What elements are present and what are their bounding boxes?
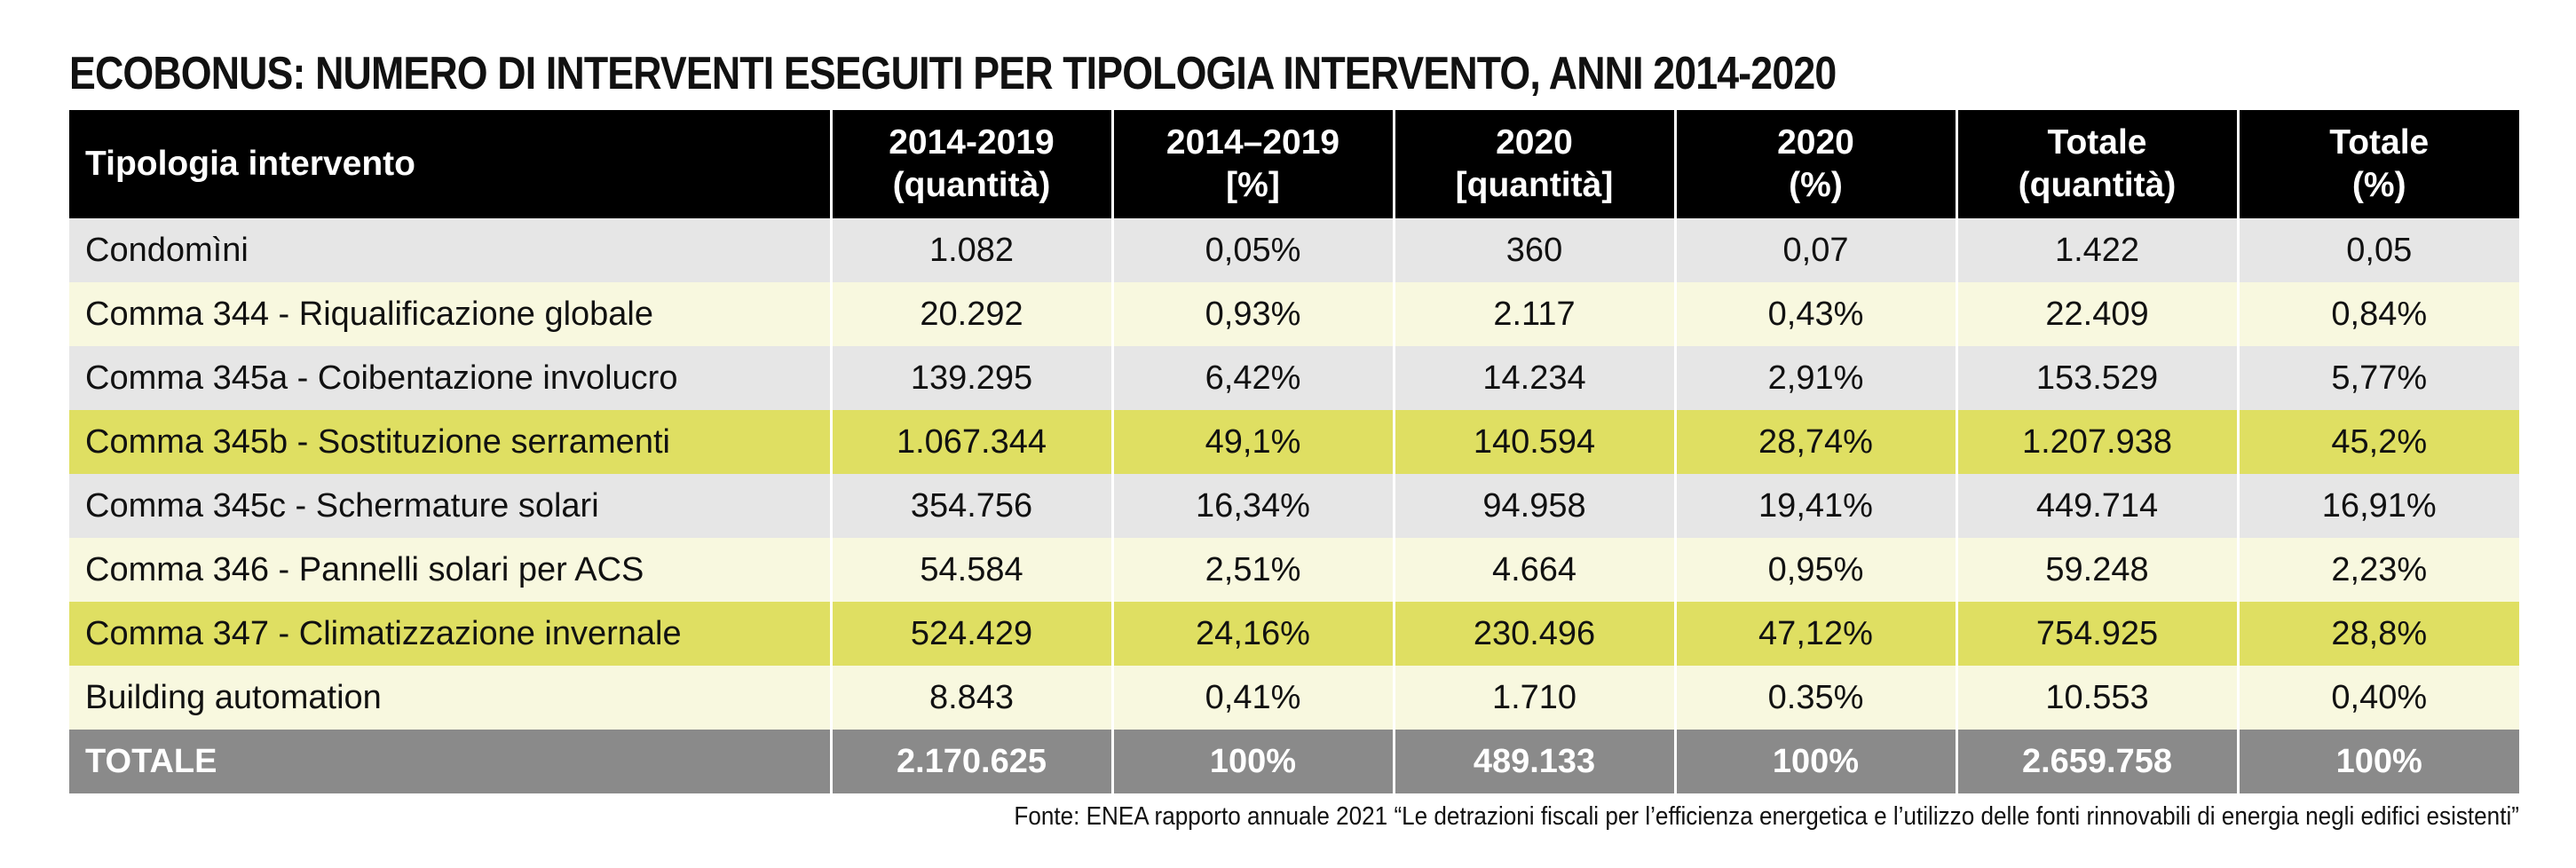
table-cell: 0,40% — [2236, 666, 2519, 730]
table-cell: 1.067.344 — [829, 410, 1114, 474]
table-cell: 0,95% — [1673, 538, 1958, 602]
total-label: TOTALE — [69, 730, 833, 793]
table-cell: 2,23% — [2236, 538, 2519, 602]
total-cell: 100% — [1110, 730, 1395, 793]
column-header-pct-2020: 2020 (%) — [1673, 110, 1958, 218]
table-cell: 0,93% — [1110, 282, 1395, 346]
table-cell: 10.553 — [1955, 666, 2240, 730]
table-cell: 0,43% — [1673, 282, 1958, 346]
column-header-qty-2014-2019: 2014-2019 (quantità) — [829, 110, 1114, 218]
table-cell: 4.664 — [1392, 538, 1677, 602]
table-title: ECOBONUS: NUMERO DI INTERVENTI ESEGUITI … — [69, 48, 1837, 99]
column-header-line: [quantità] — [1455, 166, 1614, 204]
table-cell: 14.234 — [1392, 346, 1677, 410]
table-cell: 8.843 — [829, 666, 1114, 730]
table-row: Condomìni 1.082 0,05% 360 0,07 1.422 0,0… — [69, 218, 2519, 282]
table-cell: 1.082 — [829, 218, 1114, 282]
table-cell: 2,51% — [1110, 538, 1395, 602]
row-label: Condomìni — [69, 218, 833, 282]
row-label: Building automation — [69, 666, 833, 730]
table-cell: 0,05 — [2236, 218, 2519, 282]
table-cell: 28,8% — [2236, 602, 2519, 666]
total-cell: 2.170.625 — [829, 730, 1114, 793]
column-header-pct-2014-2019: 2014–2019 [%] — [1110, 110, 1395, 218]
row-label: Comma 344 - Riqualificazione globale — [69, 282, 833, 346]
column-header-line: Tipologia intervento — [85, 145, 415, 183]
table-cell: 47,12% — [1673, 602, 1958, 666]
column-header-line: (quantità) — [892, 166, 1051, 204]
column-header-line: (quantità) — [2018, 166, 2177, 204]
table-cell: 45,2% — [2236, 410, 2519, 474]
column-header-line: (%) — [1789, 166, 1843, 204]
table-row: Comma 346 - Pannelli solari per ACS 54.5… — [69, 538, 2519, 602]
total-cell: 100% — [2236, 730, 2519, 793]
row-label: Comma 345c - Schermature solari — [69, 474, 833, 538]
column-header-line: Totale — [2047, 123, 2147, 162]
column-header-line: Totale — [2329, 123, 2430, 162]
table-cell: 2.117 — [1392, 282, 1677, 346]
table-cell: 94.958 — [1392, 474, 1677, 538]
table-row: Building automation 8.843 0,41% 1.710 0.… — [69, 666, 2519, 730]
table-row: Comma 345c - Schermature solari 354.756 … — [69, 474, 2519, 538]
table-cell: 153.529 — [1955, 346, 2240, 410]
table-cell: 22.409 — [1955, 282, 2240, 346]
table-cell: 449.714 — [1955, 474, 2240, 538]
table-cell: 0,07 — [1673, 218, 1958, 282]
table-row: Comma 345a - Coibentazione involucro 139… — [69, 346, 2519, 410]
table-cell: 2,91% — [1673, 346, 1958, 410]
table-cell: 5,77% — [2236, 346, 2519, 410]
table-cell: 754.925 — [1955, 602, 2240, 666]
column-header-line: 2020 — [1496, 123, 1573, 162]
table-cell: 24,16% — [1110, 602, 1395, 666]
column-header-line: (%) — [2351, 166, 2406, 204]
table-cell: 0,05% — [1110, 218, 1395, 282]
table-cell: 360 — [1392, 218, 1677, 282]
table-cell: 49,1% — [1110, 410, 1395, 474]
table-cell: 354.756 — [829, 474, 1114, 538]
column-header-line: 2014–2019 — [1166, 123, 1340, 162]
row-label: Comma 346 - Pannelli solari per ACS — [69, 538, 833, 602]
source-note: Fonte: ENEA rapporto annuale 2021 “Le de… — [1014, 802, 2519, 831]
table-cell: 139.295 — [829, 346, 1114, 410]
row-label: Comma 345a - Coibentazione involucro — [69, 346, 833, 410]
table-cell: 0,41% — [1110, 666, 1395, 730]
column-header-line: [%] — [1226, 166, 1280, 204]
table-cell: 140.594 — [1392, 410, 1677, 474]
table-cell: 0,84% — [2236, 282, 2519, 346]
total-cell: 489.133 — [1392, 730, 1677, 793]
table-cell: 19,41% — [1673, 474, 1958, 538]
table-cell: 230.496 — [1392, 602, 1677, 666]
table-row: Comma 347 - Climatizzazione invernale 52… — [69, 602, 2519, 666]
interventions-table: Tipologia intervento 2014-2019 (quantità… — [69, 110, 2519, 793]
table-cell: 59.248 — [1955, 538, 2240, 602]
table-cell: 16,91% — [2236, 474, 2519, 538]
table-cell: 1.207.938 — [1955, 410, 2240, 474]
table-cell: 20.292 — [829, 282, 1114, 346]
row-label: Comma 347 - Climatizzazione invernale — [69, 602, 833, 666]
table-cell: 28,74% — [1673, 410, 1958, 474]
column-header-line: 2020 — [1777, 123, 1854, 162]
table-row: Comma 344 - Riqualificazione globale 20.… — [69, 282, 2519, 346]
total-cell: 100% — [1673, 730, 1958, 793]
table-cell: 1.422 — [1955, 218, 2240, 282]
table-row: Comma 345b - Sostituzione serramenti 1.0… — [69, 410, 2519, 474]
table-cell: 6,42% — [1110, 346, 1395, 410]
column-header-type: Tipologia intervento — [69, 110, 833, 218]
column-header-qty-2020: 2020 [quantità] — [1392, 110, 1677, 218]
table-cell: 1.710 — [1392, 666, 1677, 730]
table-cell: 524.429 — [829, 602, 1114, 666]
header-row: Tipologia intervento 2014-2019 (quantità… — [69, 110, 2519, 218]
row-label: Comma 345b - Sostituzione serramenti — [69, 410, 833, 474]
column-header-qty-total: Totale (quantità) — [1955, 110, 2240, 218]
table-cell: 54.584 — [829, 538, 1114, 602]
column-header-line: 2014-2019 — [889, 123, 1055, 162]
column-header-pct-total: Totale (%) — [2236, 110, 2519, 218]
total-row: TOTALE 2.170.625 100% 489.133 100% 2.659… — [69, 730, 2519, 793]
table-cell: 0.35% — [1673, 666, 1958, 730]
total-cell: 2.659.758 — [1955, 730, 2240, 793]
table-cell: 16,34% — [1110, 474, 1395, 538]
